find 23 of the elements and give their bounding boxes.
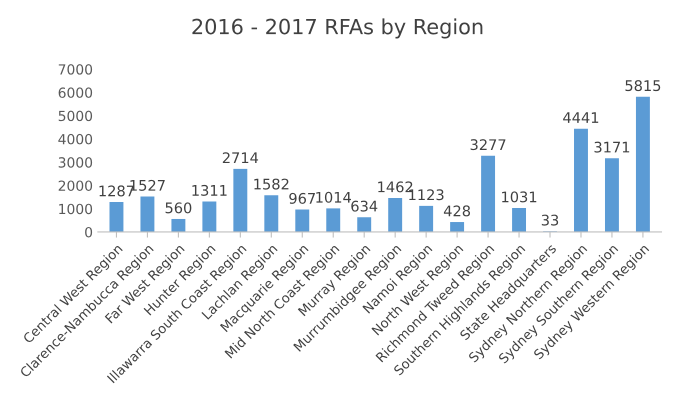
y-tick-label: 4000 — [58, 134, 92, 144]
data-label: 634 — [351, 200, 378, 212]
y-tick-label: 0 — [85, 226, 92, 238]
data-label: 4441 — [563, 112, 598, 123]
y-tick-label: 7000 — [58, 64, 92, 75]
data-label: 1311 — [192, 184, 227, 196]
data-label: 1014 — [316, 192, 351, 203]
chart-title: 2016 - 2017 RFAs by Region — [192, 18, 482, 38]
y-tick-label: 6000 — [58, 87, 92, 98]
data-label: 33 — [542, 214, 558, 226]
data-label: 967 — [289, 192, 315, 204]
y-tick-label: 5000 — [58, 110, 92, 122]
data-label: 428 — [444, 205, 470, 216]
data-label: 3171 — [594, 142, 630, 153]
data-label: 1031 — [502, 191, 536, 202]
y-tick-label: 2000 — [58, 180, 92, 191]
y-tick-label: 1000 — [59, 204, 92, 214]
data-label: 5815 — [625, 80, 660, 92]
data-label: 560 — [166, 202, 192, 214]
data-label: 1582 — [254, 178, 288, 190]
data-label: 3277 — [470, 139, 506, 150]
data-label: 2714 — [222, 152, 258, 164]
y-tick-label: 3000 — [58, 157, 92, 168]
